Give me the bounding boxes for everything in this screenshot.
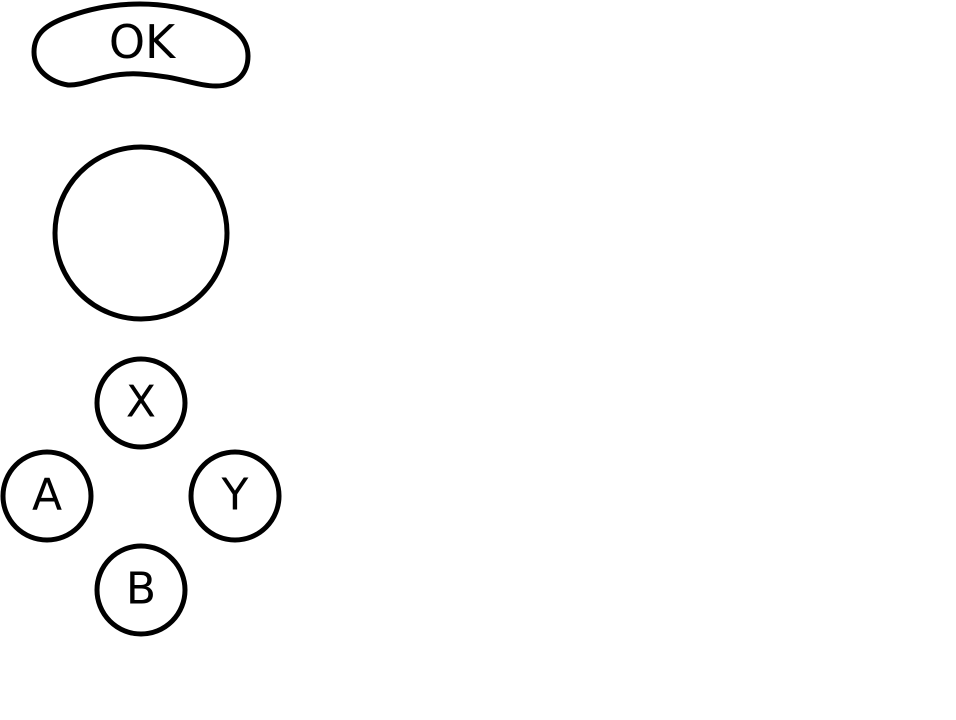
a-button-label: A (32, 470, 62, 521)
a-button-circle[interactable] (0, 449, 94, 543)
y-button-label: Y (221, 470, 249, 521)
b-button[interactable]: B (94, 543, 188, 637)
a-button[interactable]: A (0, 449, 94, 543)
b-button-circle[interactable] (94, 543, 188, 637)
x-button[interactable]: X (94, 356, 188, 450)
x-button-label: X (126, 377, 156, 428)
y-button-circle[interactable] (188, 449, 282, 543)
x-button-circle[interactable] (94, 356, 188, 450)
ok-button-shape[interactable] (31, 1, 251, 89)
b-button-label: B (126, 564, 156, 615)
joystick-circle[interactable] (52, 144, 230, 322)
ok-button-label: OK (109, 15, 177, 69)
y-button[interactable]: Y (188, 449, 282, 543)
ok-button[interactable]: OK (31, 1, 251, 89)
